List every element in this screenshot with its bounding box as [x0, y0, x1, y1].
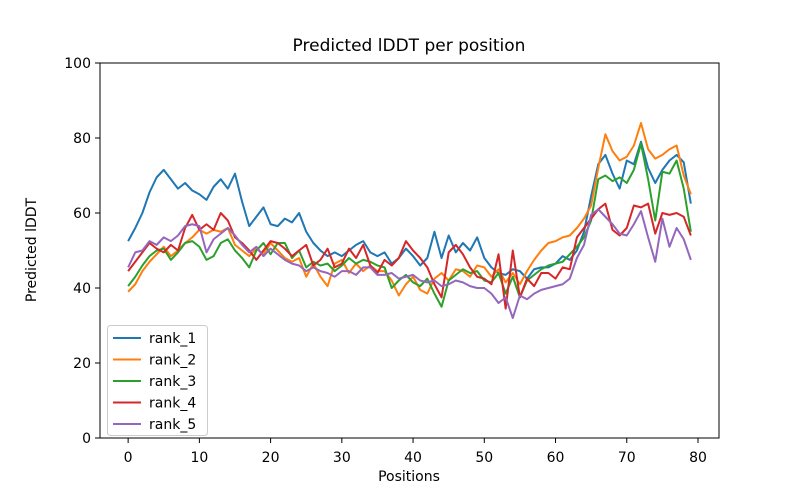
- legend-label-rank_2: rank_2: [149, 353, 196, 369]
- x-tick-label: 80: [689, 450, 707, 466]
- axes-spines: [99, 62, 720, 439]
- y-tick-label: 40: [73, 281, 91, 297]
- x-axis-label: Positions: [378, 469, 440, 485]
- series-line-rank_5: [127, 208, 692, 319]
- chart-title: Predicted lDDT per position: [293, 36, 526, 56]
- x-tick-label: 70: [618, 450, 636, 466]
- series-line-rank_2: [127, 122, 692, 297]
- y-tick-label: 0: [82, 431, 91, 447]
- y-tick-label: 100: [64, 56, 91, 72]
- x-tick-label: 20: [262, 450, 280, 466]
- legend-label-rank_1: rank_1: [149, 331, 196, 347]
- legend-box: [107, 325, 208, 436]
- x-tick-label: 0: [124, 450, 133, 466]
- y-tick-label: 20: [73, 356, 91, 372]
- series-line-rank_3: [127, 142, 692, 308]
- y-tick-label: 60: [73, 206, 91, 222]
- x-tick-label: 50: [475, 450, 493, 466]
- legend: rank_1 rank_2 rank_3 rank_4 rank_5: [107, 325, 208, 436]
- y-tick-label: 80: [73, 131, 91, 147]
- plot-area: 0 10 20 30 40 50 60 70 80 0 20 40 60 80 100: [64, 56, 720, 466]
- x-tick-label: 40: [404, 450, 422, 466]
- legend-label-rank_4: rank_4: [149, 396, 196, 412]
- x-tick-label: 30: [333, 450, 351, 466]
- legend-label-rank_5: rank_5: [149, 417, 196, 433]
- x-tick-label: 60: [547, 450, 565, 466]
- x-tick-label: 10: [190, 450, 208, 466]
- y-axis-label: Predicted lDDT: [24, 197, 40, 302]
- legend-label-rank_3: rank_3: [149, 374, 196, 390]
